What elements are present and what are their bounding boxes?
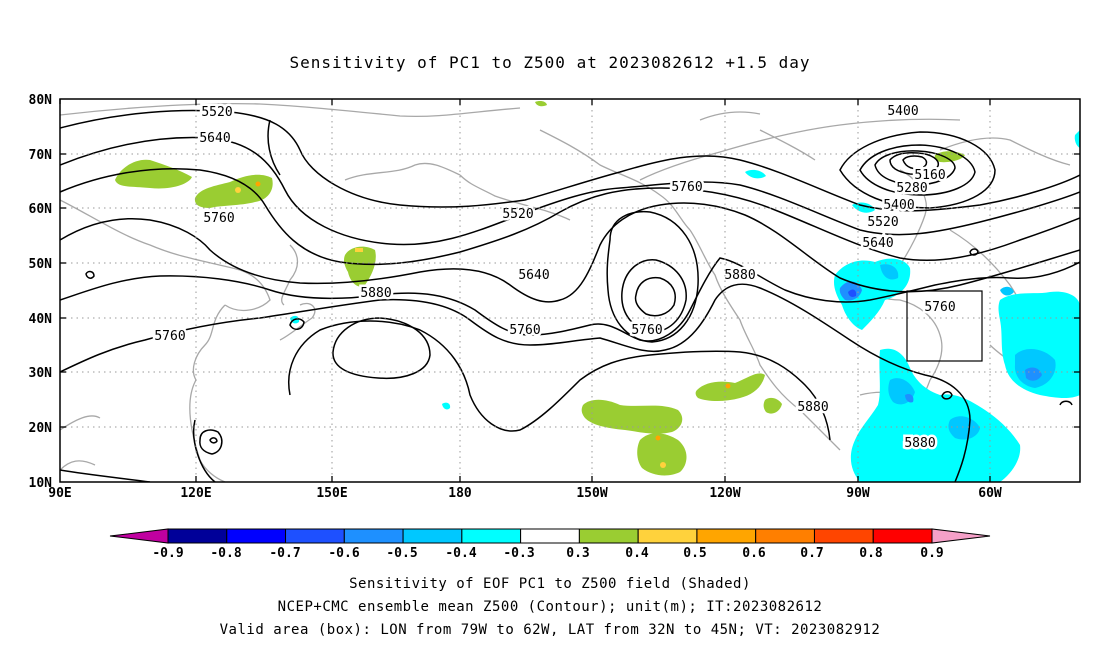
colorbar-label: 0.9: [920, 546, 943, 561]
colorbar-box: [696, 528, 757, 544]
tick-marks: [59, 99, 1080, 482]
colorbar: -0.9 -0.8 -0.7 -0.6 -0.5 -0.4 -0.3 0.3 0…: [109, 528, 991, 561]
lat-label: 70N: [29, 148, 53, 163]
contour-label: 5760: [631, 323, 662, 338]
colorbar-box: [461, 528, 522, 544]
contour-label: 5520: [502, 207, 533, 222]
colorbar-box: [872, 528, 933, 544]
colorbar-label: 0.3: [566, 546, 589, 561]
lon-label: 150W: [576, 486, 607, 501]
contour-label: 5880: [724, 268, 755, 283]
footer-line-1: Sensitivity of EOF PC1 to Z500 field (Sh…: [349, 576, 751, 592]
colorbar-box: [813, 528, 874, 544]
colorbar-label: 0.5: [683, 546, 706, 561]
lat-label: 50N: [29, 257, 53, 272]
lat-label: 60N: [29, 202, 53, 217]
coastlines: [60, 102, 1071, 482]
footer-captions: Sensitivity of EOF PC1 to Z500 field (Sh…: [220, 576, 881, 638]
lon-label: 90W: [846, 486, 870, 501]
lat-axis-labels: 80N 70N 60N 50N 40N 30N 20N 10N: [29, 93, 53, 491]
sensitivity-shading: [115, 101, 1080, 482]
footer-line-2: NCEP+CMC ensemble mean Z500 (Contour); u…: [278, 599, 823, 615]
colorbar-end-low: [109, 528, 169, 544]
lat-label: 20N: [29, 421, 53, 436]
contour-label: 5520: [867, 215, 898, 230]
contour-label: 5520: [201, 105, 232, 120]
lon-label: 120W: [709, 486, 740, 501]
colorbar-box: [226, 528, 287, 544]
lat-label: 40N: [29, 312, 53, 327]
contour-label: 5400: [883, 198, 914, 213]
colorbar-box: [755, 528, 815, 544]
colorbar-label: -0.7: [269, 546, 300, 561]
colorbar-label: -0.6: [328, 546, 359, 561]
colorbar-end-high: [931, 528, 991, 544]
colorbar-box: [578, 528, 639, 544]
contour-label: 5760: [509, 323, 540, 338]
colorbar-label: -0.9: [152, 546, 183, 561]
colorbar-label: -0.4: [445, 546, 476, 561]
contour-label: 5640: [199, 131, 230, 146]
contour-label: 5760: [154, 329, 185, 344]
colorbar-box: [637, 528, 698, 544]
colorbar-box: [167, 528, 228, 544]
colorbar-boxes: [167, 528, 933, 544]
lat-label: 80N: [29, 93, 53, 108]
colorbar-label: 0.6: [742, 546, 766, 561]
contour-label: 5880: [904, 436, 935, 451]
colorbar-label: -0.5: [386, 546, 417, 561]
map-panel: 5520 5640 5760 5760 5880 5520 5640 5760 …: [29, 93, 1081, 501]
footer-line-3: Valid area (box): LON from 79W to 62W, L…: [220, 622, 881, 638]
colorbar-box: [343, 528, 404, 544]
contour-label: 5880: [797, 400, 828, 415]
lat-label: 10N: [29, 476, 53, 491]
colorbar-label: 0.8: [859, 546, 883, 561]
graticule: [60, 99, 1080, 482]
lon-label: 150E: [316, 486, 347, 501]
contour-label: 5640: [862, 236, 893, 251]
colorbar-label: 0.7: [800, 546, 823, 561]
contour-label: 5760: [203, 211, 234, 226]
colorbar-box: [285, 528, 345, 544]
lon-label: 90E: [48, 486, 71, 501]
contour-label: 5160: [914, 168, 945, 183]
contour-label: 5880: [360, 286, 391, 301]
colorbar-label: -0.3: [503, 546, 534, 561]
colorbar-labels: -0.9 -0.8 -0.7 -0.6 -0.5 -0.4 -0.3 0.3 0…: [152, 546, 943, 561]
contour-label: 5760: [671, 180, 702, 195]
lat-label: 30N: [29, 366, 53, 381]
lon-label: 60W: [978, 486, 1002, 501]
lon-label: 120E: [180, 486, 211, 501]
colorbar-box: [402, 528, 463, 544]
colorbar-label: 0.4: [625, 546, 649, 561]
lon-label: 180: [448, 486, 472, 501]
valid-area-box: [906, 290, 983, 362]
contour-label: 5760: [924, 300, 955, 315]
contour-label: 5400: [887, 104, 918, 119]
contour-labels: 5520 5640 5760 5760 5880 5520 5640 5760 …: [152, 102, 958, 454]
contour-label: 5280: [896, 181, 927, 196]
map-frame: [59, 98, 1081, 483]
colorbar-label: -0.8: [210, 546, 241, 561]
lon-axis-labels: 90E 120E 150E 180 150W 120W 90W 60W: [48, 486, 1002, 501]
figure-title: Sensitivity of PC1 to Z500 at 2023082612…: [289, 53, 810, 72]
contour-label: 5640: [518, 268, 549, 283]
colorbar-box: [520, 528, 580, 544]
